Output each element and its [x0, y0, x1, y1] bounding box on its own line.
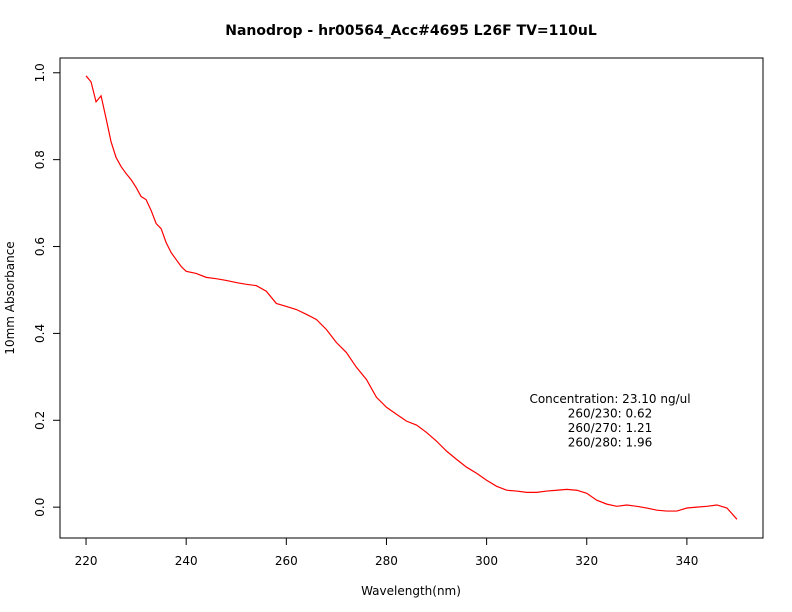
y-tick-label: 0.6	[33, 237, 47, 256]
x-tick-label: 240	[175, 554, 198, 568]
y-tick-label: 0.4	[33, 324, 47, 343]
y-axis-label: 10mm Absorbance	[3, 241, 17, 354]
x-tick-label: 320	[575, 554, 598, 568]
plot-frame	[59, 57, 764, 539]
y-tick-label: 1.0	[33, 63, 47, 82]
data-line	[85, 75, 738, 520]
annotation: 260/280: 1.96	[568, 436, 652, 450]
x-tick-label: 260	[275, 554, 298, 568]
y-tick-label: 0.0	[33, 498, 47, 517]
x-tick-label: 280	[375, 554, 398, 568]
chart-title: Nanodrop - hr00564_Acc#4695 L26F TV=110u…	[225, 23, 597, 39]
annotation: Concentration: 23.10 ng/ul	[529, 392, 690, 406]
x-tick-label: 300	[475, 554, 498, 568]
x-tick-label: 220	[75, 554, 98, 568]
x-tick-label: 340	[675, 554, 698, 568]
x-axis-label: Wavelength(nm)	[361, 584, 461, 598]
annotation: 260/230: 0.62	[568, 407, 652, 421]
y-tick-label: 0.2	[33, 411, 47, 430]
y-tick-label: 0.8	[33, 150, 47, 169]
annotation: 260/270: 1.21	[568, 421, 652, 435]
